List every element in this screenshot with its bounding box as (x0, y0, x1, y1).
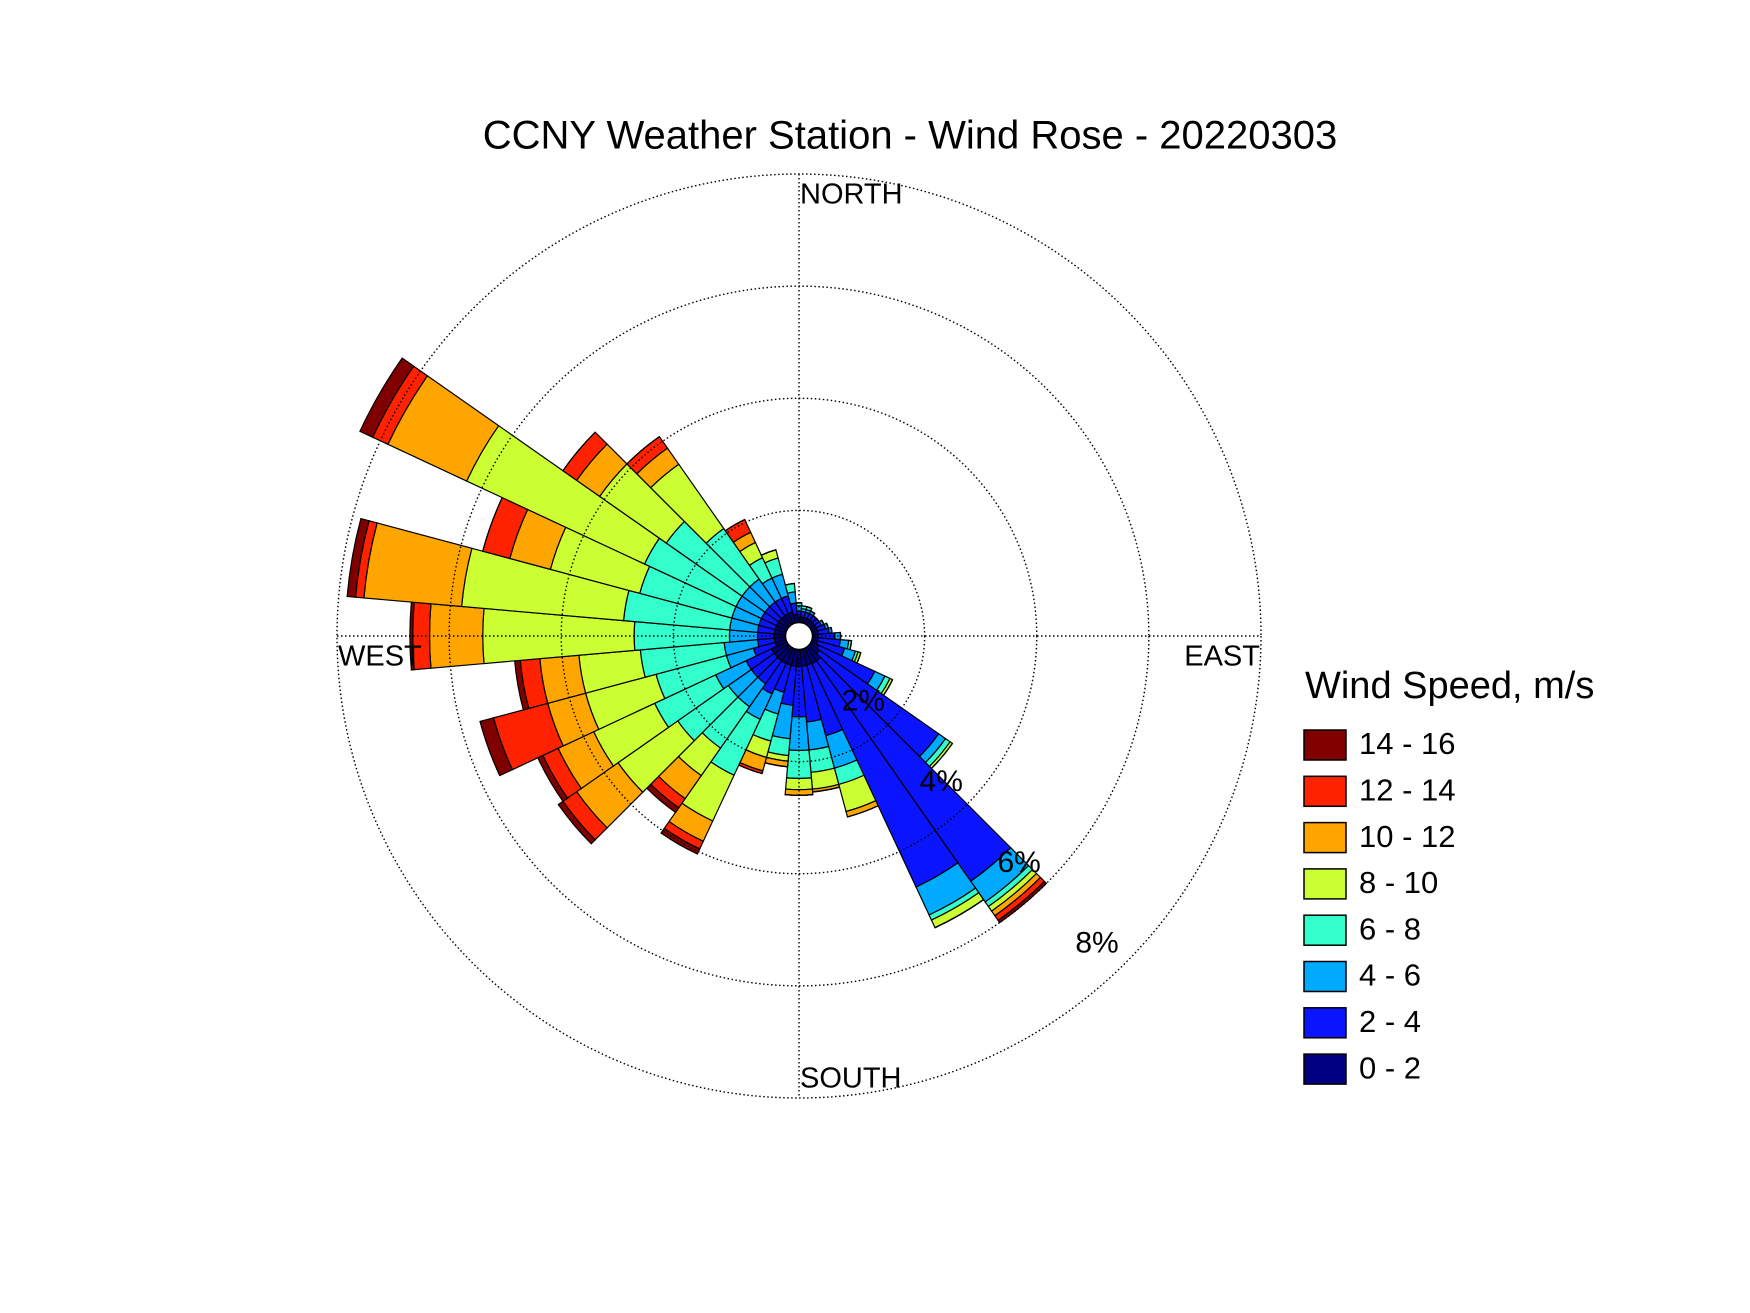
legend-swatch (1303, 821, 1347, 854)
wedge-segment (363, 522, 473, 608)
direction-label: EAST (1184, 641, 1260, 673)
grid-ring (672, 509, 926, 763)
wedge-segment (806, 606, 813, 610)
wedge-segment (479, 717, 514, 777)
wedge-segment (660, 827, 701, 855)
legend-swatch (1303, 868, 1347, 900)
legend-swatch (1303, 729, 1347, 761)
direction-label: SOUTH (800, 1063, 902, 1095)
grid-ring (560, 397, 1038, 875)
legend-swatch (1303, 1053, 1347, 1085)
legend-title: Wind Speed, m/s (1305, 665, 1594, 707)
wedge-segment (557, 800, 597, 845)
legend-swatch (1303, 1007, 1347, 1039)
wedge-segment (359, 357, 415, 438)
r-tick-label: 2% (842, 685, 885, 718)
legend-label: 8 - 10 (1359, 865, 1438, 900)
wedges (346, 357, 1048, 929)
r-tick-label: 6% (997, 846, 1040, 879)
legend-label: 12 - 14 (1359, 772, 1456, 807)
wedge-segment (562, 431, 596, 472)
grid-ring (448, 285, 1150, 987)
wedge-segment (997, 880, 1048, 924)
wedge-segment (784, 777, 814, 791)
chart-title: CCNY Weather Station - Wind Rose - 20220… (483, 114, 1338, 158)
legend-swatch (1303, 775, 1347, 808)
r-tick-label: 4% (920, 765, 963, 798)
legend-swatch (1303, 960, 1347, 993)
wedge-segment (724, 519, 745, 532)
wedge-segment (761, 549, 777, 556)
legend-label: 6 - 8 (1359, 911, 1421, 946)
direction-label: NORTH (800, 179, 903, 211)
wedge-segment (785, 582, 795, 586)
r-tick-label: 8% (1075, 927, 1118, 960)
grid-ring (336, 173, 1262, 1099)
legend-swatch (1303, 914, 1347, 946)
direction-label: WEST (338, 641, 422, 673)
legend-label: 0 - 2 (1359, 1050, 1421, 1085)
center-hole (784, 621, 814, 651)
wedge-segment (346, 517, 370, 598)
legend-label: 14 - 16 (1359, 726, 1456, 761)
legend-label: 2 - 4 (1359, 1004, 1421, 1039)
legend-label: 4 - 6 (1359, 958, 1421, 993)
legend-label: 10 - 12 (1359, 819, 1456, 854)
